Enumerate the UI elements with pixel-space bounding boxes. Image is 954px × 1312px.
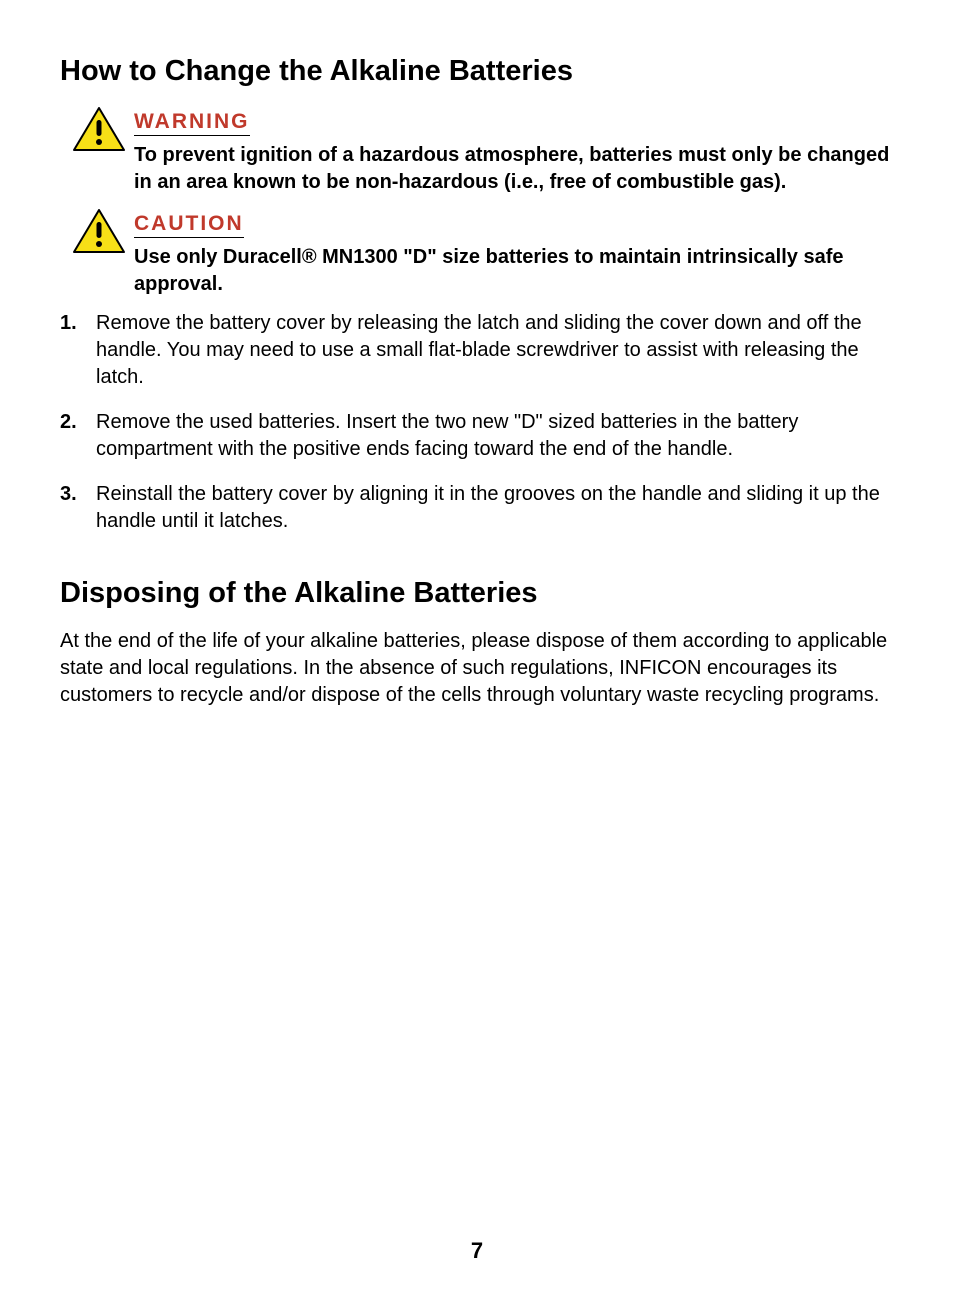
- page-number: 7: [0, 1238, 954, 1264]
- caution-block: CAUTION Use only Duracell® MN1300 "D" si…: [60, 208, 894, 298]
- caution-label: CAUTION: [134, 212, 244, 238]
- step-item: Remove the battery cover by releasing th…: [60, 310, 894, 391]
- step-item: Reinstall the battery cover by aligning …: [60, 481, 894, 535]
- section-change-batteries: How to Change the Alkaline Batteries WAR…: [60, 55, 894, 535]
- step-item: Remove the used batteries. Insert the tw…: [60, 409, 894, 463]
- caution-content: CAUTION Use only Duracell® MN1300 "D" si…: [134, 208, 894, 298]
- caution-text: Use only Duracell® MN1300 "D" size batte…: [134, 244, 894, 298]
- heading-change-batteries: How to Change the Alkaline Batteries: [60, 55, 894, 88]
- heading-disposing: Disposing of the Alkaline Batteries: [60, 577, 894, 610]
- warning-content: WARNING To prevent ignition of a hazardo…: [134, 106, 894, 196]
- warning-text: To prevent ignition of a hazardous atmos…: [134, 142, 894, 196]
- steps-list: Remove the battery cover by releasing th…: [60, 310, 894, 535]
- warning-block: WARNING To prevent ignition of a hazardo…: [60, 106, 894, 196]
- section-disposing: Disposing of the Alkaline Batteries At t…: [60, 577, 894, 709]
- caution-icon: [72, 208, 126, 254]
- disposing-body: At the end of the life of your alkaline …: [60, 628, 894, 709]
- warning-icon: [72, 106, 126, 152]
- warning-label: WARNING: [134, 110, 250, 136]
